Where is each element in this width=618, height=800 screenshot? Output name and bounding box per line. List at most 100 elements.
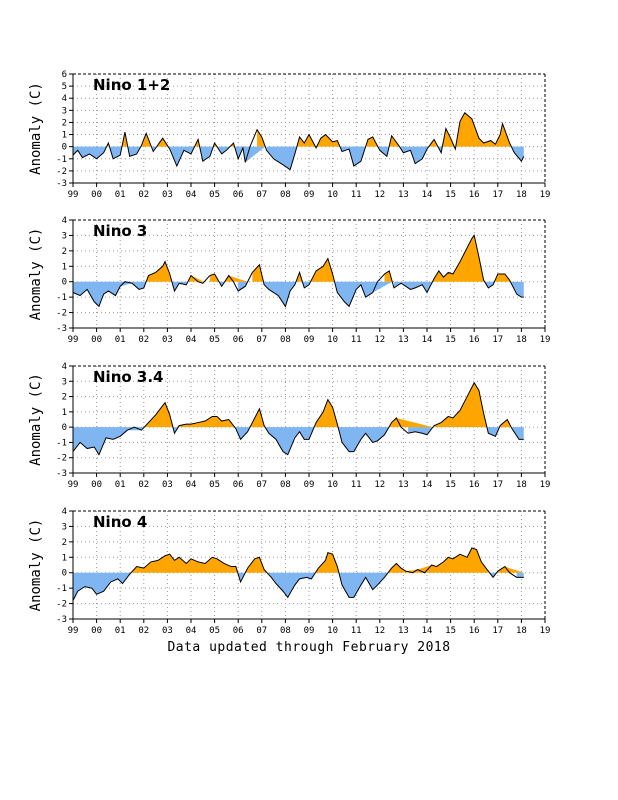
negative-anomaly-fill bbox=[73, 572, 524, 601]
x-tick-label: 08 bbox=[280, 480, 291, 490]
x-tick-label: 04 bbox=[186, 335, 197, 345]
x-tick-label: 15 bbox=[445, 190, 456, 200]
y-tick-label: 4 bbox=[62, 362, 67, 372]
x-tick-label: 08 bbox=[280, 626, 291, 636]
x-tick-label: 05 bbox=[209, 335, 220, 345]
y-tick-label: 0 bbox=[62, 143, 67, 153]
y-tick-label: -3 bbox=[56, 615, 67, 625]
y-tick-label: 5 bbox=[62, 82, 67, 92]
x-tick-label: 04 bbox=[186, 480, 197, 490]
x-tick-label: 11 bbox=[351, 626, 362, 636]
x-tick-label: 05 bbox=[209, 480, 220, 490]
y-tick-label: 2 bbox=[62, 393, 67, 403]
x-tick-label: 01 bbox=[115, 335, 126, 345]
x-tick-label: 10 bbox=[327, 480, 338, 490]
y-tick-label: -3 bbox=[56, 324, 67, 334]
x-tick-label: 03 bbox=[162, 480, 173, 490]
x-tick-label: 17 bbox=[492, 480, 503, 490]
y-tick-label: -1 bbox=[56, 438, 67, 448]
y-tick-label: 1 bbox=[62, 408, 67, 418]
panel-title: Nino 3 bbox=[93, 222, 147, 240]
anomaly-line bbox=[72, 547, 524, 601]
x-tick-label: 16 bbox=[469, 190, 480, 200]
x-tick-label: 03 bbox=[162, 626, 173, 636]
y-tick-label: 0 bbox=[62, 423, 67, 433]
x-tick-label: 99 bbox=[68, 190, 79, 200]
y-tick-label: -2 bbox=[56, 600, 67, 610]
x-tick-label: 06 bbox=[233, 626, 244, 636]
x-tick-label: 00 bbox=[91, 480, 102, 490]
x-tick-label: 14 bbox=[422, 190, 433, 200]
x-tick-label: 13 bbox=[398, 480, 409, 490]
positive-anomaly-fill bbox=[144, 382, 512, 428]
x-tick-label: 01 bbox=[115, 480, 126, 490]
anomaly-line bbox=[72, 234, 524, 308]
y-tick-label: 3 bbox=[62, 231, 67, 241]
y-tick-label: 0 bbox=[62, 278, 67, 288]
x-tick-label: 07 bbox=[256, 626, 267, 636]
y-tick-label: 1 bbox=[62, 131, 67, 141]
x-tick-label: 09 bbox=[304, 190, 315, 200]
y-tick-label: -1 bbox=[56, 584, 67, 594]
x-tick-label: 99 bbox=[68, 626, 79, 636]
y-axis-label: Anomaly (C) bbox=[28, 228, 44, 321]
x-tick-label: 04 bbox=[186, 626, 197, 636]
x-tick-label: 19 bbox=[540, 626, 551, 636]
y-tick-label: -1 bbox=[56, 155, 67, 165]
x-tick-label: 19 bbox=[540, 480, 551, 490]
y-tick-label: -3 bbox=[56, 179, 67, 189]
x-tick-label: 16 bbox=[469, 480, 480, 490]
panel-title: Nino 3.4 bbox=[93, 368, 163, 386]
x-tick-label: 07 bbox=[256, 335, 267, 345]
panel-1: 99 00 01 02 03 04 05 06 07 08 09 10 11 12 13 14 15 16 17 18… bbox=[28, 70, 550, 200]
x-tick-label: 18 bbox=[516, 626, 527, 636]
x-tick-label: 02 bbox=[138, 335, 149, 345]
x-tick-label: 00 bbox=[91, 626, 102, 636]
x-tick-label: 17 bbox=[492, 190, 503, 200]
negative-anomaly-fill bbox=[73, 281, 524, 307]
y-tick-label: 1 bbox=[62, 262, 67, 272]
x-tick-label: 06 bbox=[233, 480, 244, 490]
positive-anomaly-fill bbox=[146, 235, 511, 282]
x-tick-label: 05 bbox=[209, 190, 220, 200]
x-tick-label: 16 bbox=[469, 626, 480, 636]
x-tick-label: 03 bbox=[162, 190, 173, 200]
anomaly-line bbox=[72, 111, 525, 171]
x-tick-label: 13 bbox=[398, 190, 409, 200]
x-tick-label: 99 bbox=[68, 335, 79, 345]
x-tick-label: 10 bbox=[327, 626, 338, 636]
x-tick-label: 06 bbox=[233, 335, 244, 345]
x-tick-label: 16 bbox=[469, 335, 480, 345]
x-tick-label: 99 bbox=[68, 480, 79, 490]
x-tick-label: 19 bbox=[540, 190, 551, 200]
y-tick-label: 1 bbox=[62, 553, 67, 563]
x-tick-label: 06 bbox=[233, 190, 244, 200]
x-tick-label: 00 bbox=[91, 335, 102, 345]
y-tick-label: 6 bbox=[62, 70, 67, 80]
y-axis-label: Anomaly (C) bbox=[28, 519, 44, 612]
x-tick-label: 15 bbox=[445, 480, 456, 490]
x-tick-label: 18 bbox=[516, 190, 527, 200]
x-tick-label: 18 bbox=[516, 480, 527, 490]
y-tick-label: 3 bbox=[62, 377, 67, 387]
y-axis-label: Anomaly (C) bbox=[28, 82, 44, 175]
x-tick-label: 07 bbox=[256, 480, 267, 490]
x-tick-label: 18 bbox=[516, 335, 527, 345]
anomaly-line bbox=[72, 381, 524, 456]
x-tick-label: 14 bbox=[422, 335, 433, 345]
x-tick-label: 11 bbox=[351, 190, 362, 200]
y-tick-label: -2 bbox=[56, 167, 67, 177]
negative-anomaly-fill bbox=[73, 146, 524, 170]
y-tick-label: 0 bbox=[62, 569, 67, 579]
x-tick-label: 04 bbox=[186, 190, 197, 200]
x-tick-label: 10 bbox=[327, 335, 338, 345]
x-tick-label: 11 bbox=[351, 335, 362, 345]
negative-anomaly-fill bbox=[73, 427, 524, 455]
x-tick-label: 12 bbox=[374, 335, 385, 345]
panel-4: 99 00 01 02 03 04 05 06 07 08 09 10 11 12 13 14 15 16 17 18… bbox=[28, 507, 550, 636]
x-tick-label: 09 bbox=[304, 480, 315, 490]
y-tick-label: 3 bbox=[62, 106, 67, 116]
x-tick-label: 01 bbox=[115, 626, 126, 636]
x-tick-label: 12 bbox=[374, 480, 385, 490]
